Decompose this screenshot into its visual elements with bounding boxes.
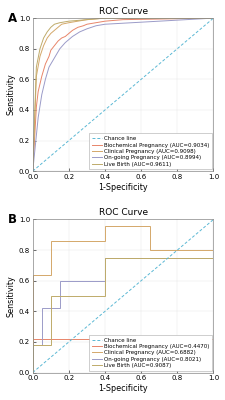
Title: ROC Curve: ROC Curve [98, 7, 147, 16]
Legend: Chance line, Biochemical Pregnancy (AUC=0.9034), Clinical Pregnancy (AUC=0.9098): Chance line, Biochemical Pregnancy (AUC=… [89, 133, 211, 170]
Legend: Chance line, Biochemical Pregnancy (AUC=0.4470), Clinical Pregnancy (AUC=0.6882): Chance line, Biochemical Pregnancy (AUC=… [89, 335, 211, 371]
Title: ROC Curve: ROC Curve [98, 208, 147, 217]
Y-axis label: Sensitivity: Sensitivity [7, 275, 16, 317]
Y-axis label: Sensitivity: Sensitivity [7, 74, 16, 116]
Text: A: A [7, 12, 16, 25]
Text: B: B [7, 213, 16, 226]
X-axis label: 1-Specificity: 1-Specificity [98, 384, 147, 393]
X-axis label: 1-Specificity: 1-Specificity [98, 183, 147, 192]
